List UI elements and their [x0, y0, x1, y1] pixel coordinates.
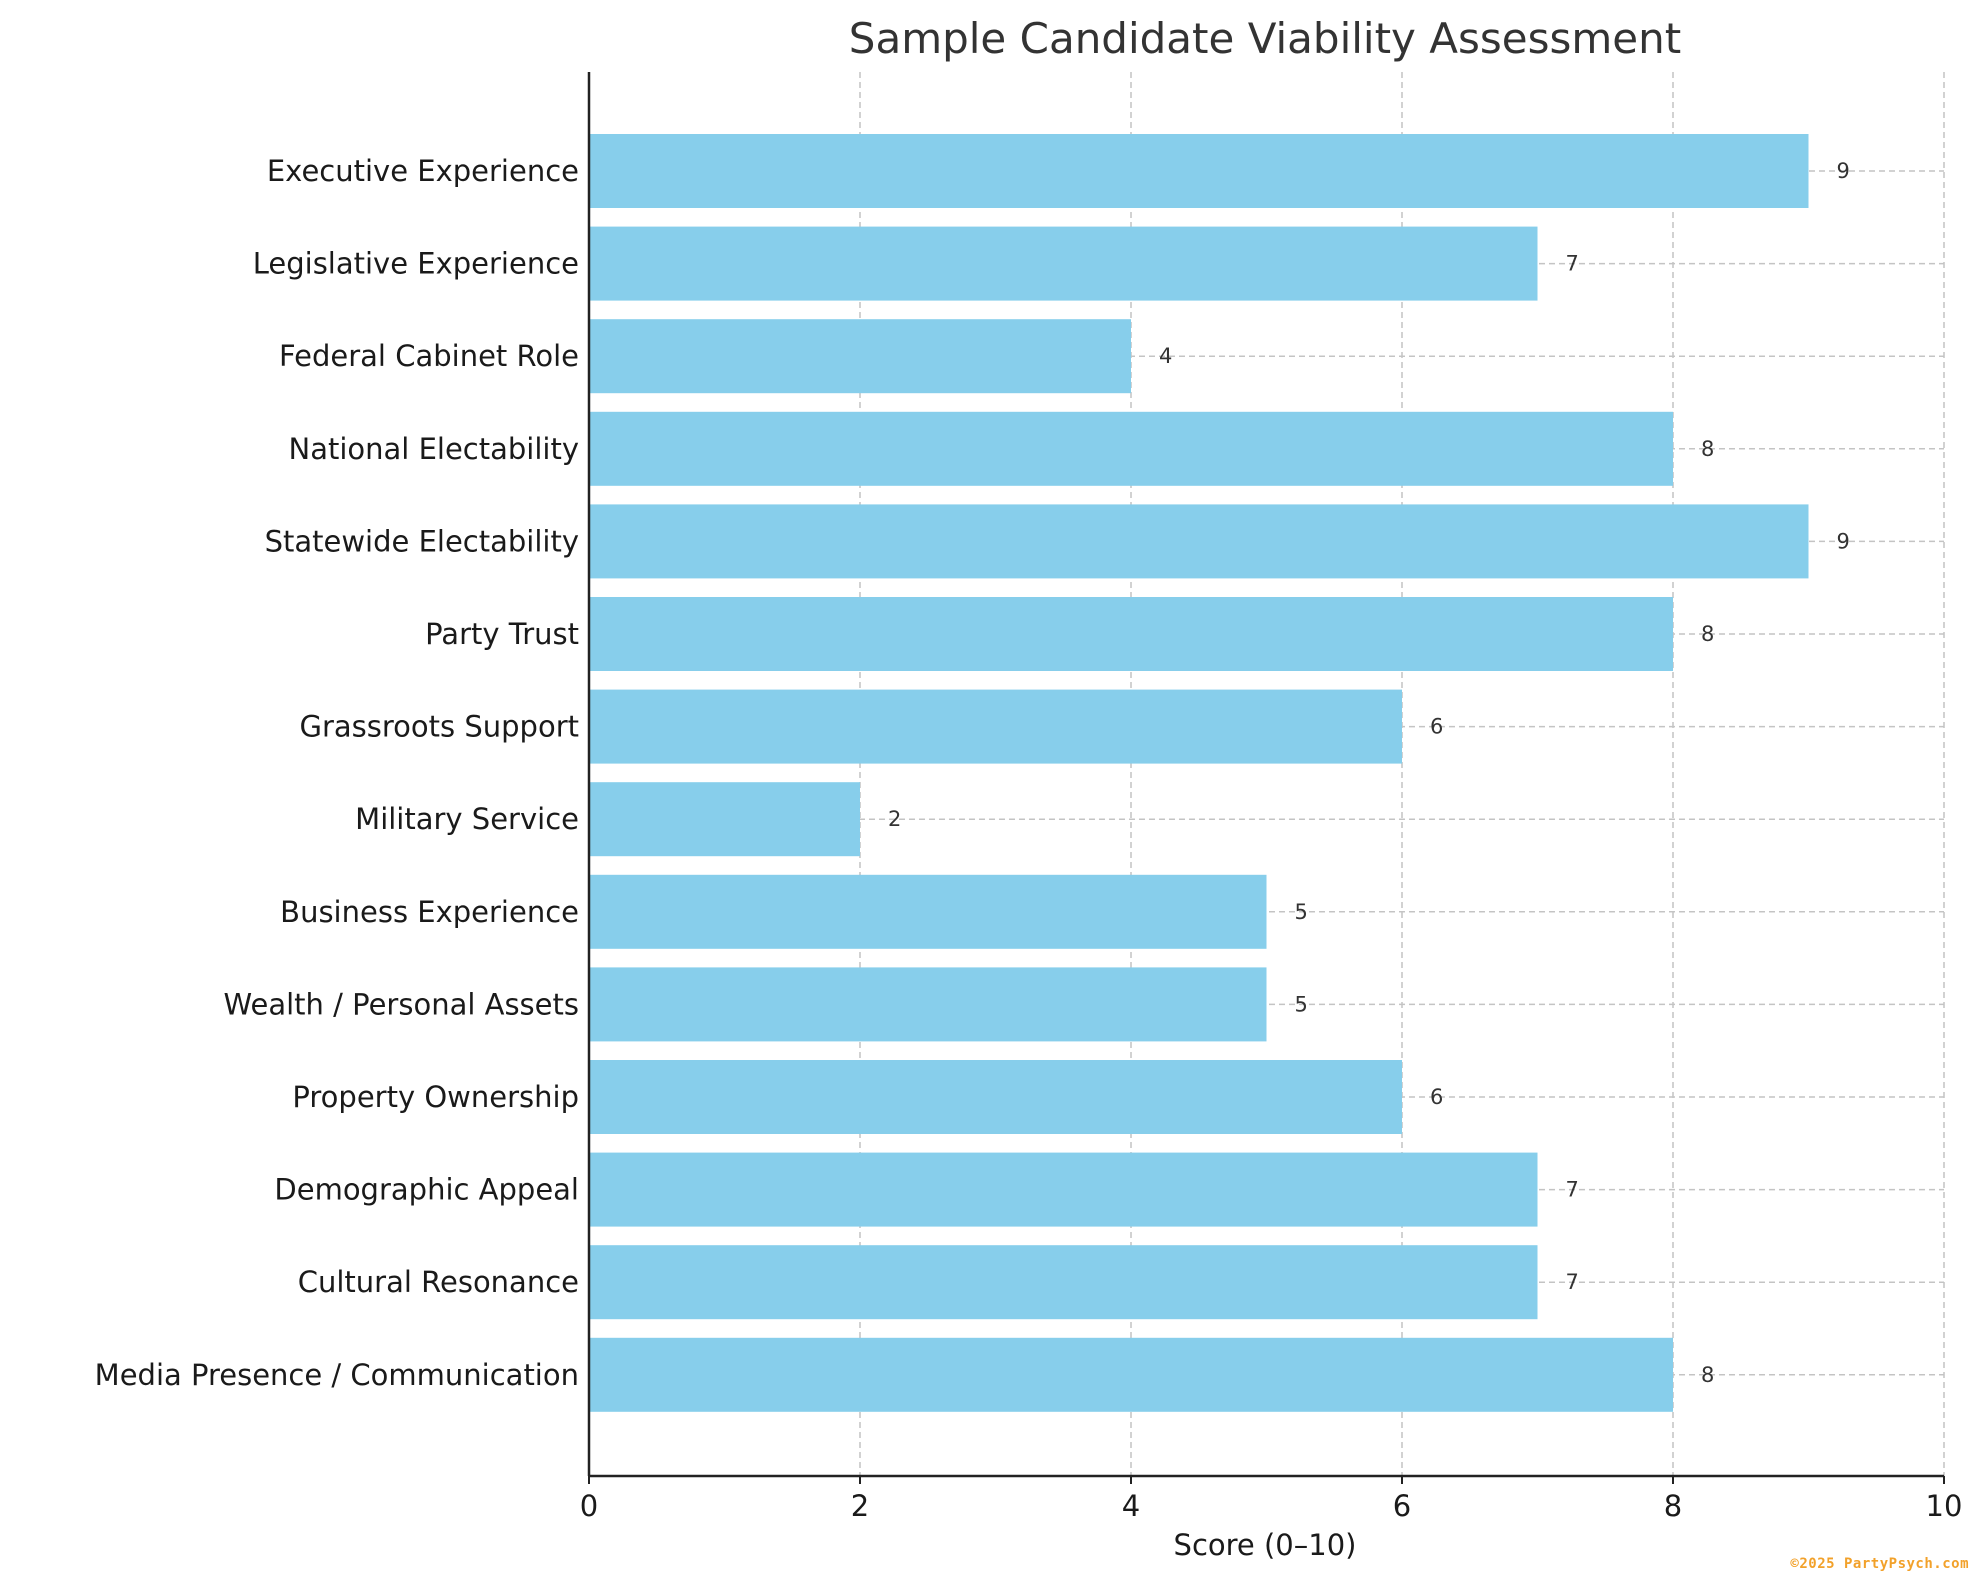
bar	[589, 226, 1538, 301]
x-axis-label: Score (0–10)	[1174, 1528, 1357, 1562]
data-label: 4	[1159, 344, 1172, 368]
data-label: 6	[1430, 715, 1443, 739]
bar	[589, 319, 1131, 394]
bar	[589, 1337, 1673, 1412]
bar	[589, 689, 1402, 764]
data-label: 5	[1295, 900, 1308, 924]
category-label: Property Ownership	[292, 1080, 579, 1114]
chart-title: Sample Candidate Viability Assessment	[849, 14, 1681, 63]
category-label: Grassroots Support	[300, 710, 580, 744]
bar	[589, 967, 1267, 1042]
category-label: National Electability	[289, 432, 579, 466]
data-label: 8	[1701, 1363, 1714, 1387]
x-tick-label: 6	[1393, 1489, 1411, 1523]
bar	[589, 874, 1267, 949]
bar	[589, 504, 1809, 579]
category-label: Party Trust	[425, 617, 579, 651]
category-label: Cultural Resonance	[298, 1265, 579, 1299]
bar	[589, 1245, 1538, 1320]
bar	[589, 134, 1809, 208]
category-label: Media Presence / Communication	[95, 1358, 579, 1392]
x-tick-label: 4	[1122, 1489, 1140, 1523]
data-label: 6	[1430, 1085, 1443, 1109]
data-label: 9	[1837, 159, 1850, 183]
category-label: Military Service	[355, 802, 579, 836]
x-tick-label: 8	[1664, 1489, 1682, 1523]
data-label: 7	[1566, 252, 1579, 276]
bar	[589, 1060, 1402, 1134]
data-label: 7	[1566, 1270, 1579, 1294]
x-tick-label: 2	[851, 1489, 869, 1523]
bar	[589, 411, 1673, 486]
x-tick-label: 0	[580, 1489, 598, 1523]
bar	[589, 1152, 1538, 1227]
bar-layer	[589, 134, 1809, 1412]
data-label: 8	[1701, 622, 1714, 646]
category-label: Business Experience	[280, 895, 579, 929]
x-tick-label: 10	[1926, 1489, 1963, 1523]
bar	[589, 597, 1673, 671]
category-label: Federal Cabinet Role	[279, 339, 579, 373]
data-label: 8	[1701, 437, 1714, 461]
category-label: Legislative Experience	[253, 247, 579, 281]
axis-layer: Executive Experience 9 Legislative Experie…	[95, 72, 1963, 1523]
data-label: 5	[1295, 992, 1308, 1016]
category-label: Statewide Electability	[265, 524, 579, 558]
data-label: 7	[1566, 1178, 1579, 1202]
category-label: Wealth / Personal Assets	[224, 987, 579, 1021]
category-label: Demographic Appeal	[274, 1173, 579, 1207]
data-label: 9	[1837, 529, 1850, 553]
data-label: 2	[888, 807, 901, 831]
watermark: ©2025 PartyPsych.com	[1790, 1556, 1969, 1572]
bar	[589, 782, 860, 857]
category-label: Executive Experience	[267, 154, 579, 188]
